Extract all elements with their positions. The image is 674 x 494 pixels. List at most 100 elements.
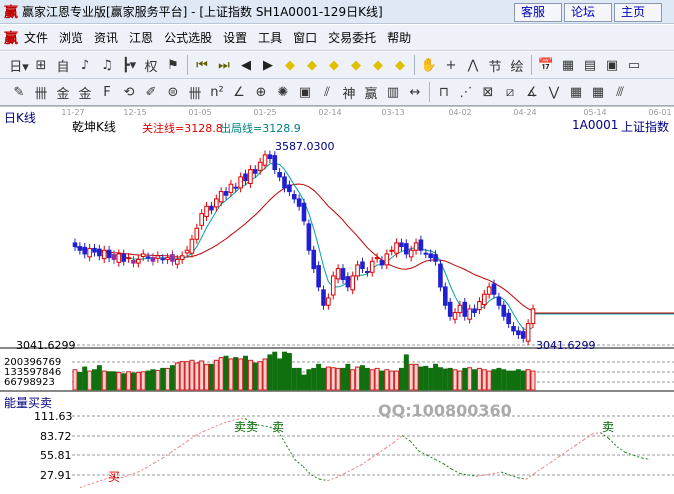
grid-icon[interactable]: 卌 <box>34 86 48 102</box>
menu-item[interactable]: 设置 <box>223 31 248 45</box>
volume-bar <box>515 369 521 391</box>
crosshair-icon[interactable]: + <box>445 57 457 73</box>
volume-bar <box>394 370 400 391</box>
candle-body <box>447 301 453 317</box>
grid3-icon[interactable]: ▦ <box>569 84 583 100</box>
menu-item[interactable]: 帮助 <box>387 31 412 45</box>
prev-icon[interactable]: ◀ <box>241 57 251 73</box>
expand-diamond-icon[interactable]: ◆ <box>373 57 383 73</box>
menu-item[interactable]: 资讯 <box>94 31 119 45</box>
fan-lines-icon[interactable]: ⋰ <box>459 84 473 100</box>
volume-bar <box>345 363 351 391</box>
volume-bar <box>511 370 517 391</box>
energy-line-segment <box>253 423 262 427</box>
next-icon[interactable]: ▶ <box>263 57 273 73</box>
menu-item[interactable]: 交易委托 <box>328 31 377 45</box>
calendar-grid-icon[interactable]: ▥ <box>386 84 400 100</box>
candle-body <box>311 249 317 270</box>
service-button[interactable]: 客服 <box>514 3 562 22</box>
ying-icon[interactable]: 赢 <box>364 86 378 102</box>
menu-item[interactable]: 文件 <box>24 31 49 45</box>
target-icon[interactable]: ⊕ <box>255 84 267 100</box>
circle-grid-icon[interactable]: ⊜ <box>167 84 179 100</box>
menu-item[interactable]: 窗口 <box>293 31 318 45</box>
volume-bar <box>135 371 141 391</box>
home-button[interactable]: 主页 <box>614 3 662 22</box>
volume-bar <box>291 367 297 391</box>
indicator9-icon[interactable]: ♫ <box>101 57 113 73</box>
zoom-in-diamond-icon[interactable]: ◆ <box>329 57 339 73</box>
width-icon[interactable]: ↔ <box>409 84 421 100</box>
menu-item[interactable]: 工具 <box>258 31 283 45</box>
forum-button[interactable]: 论坛 <box>564 3 612 22</box>
grid2-icon[interactable]: 卌 <box>188 86 202 102</box>
volume-bar <box>462 367 468 391</box>
indicator3-icon[interactable]: ♪ <box>80 57 90 73</box>
candle-body <box>462 301 468 317</box>
self-icon[interactable]: 自 <box>56 59 70 75</box>
first-icon[interactable]: ⏮ <box>196 57 208 73</box>
box-diag2-icon[interactable]: ⧄ <box>505 84 515 100</box>
festival-icon[interactable]: 节 <box>488 59 502 75</box>
spiral-icon[interactable]: ⟲ <box>123 84 135 100</box>
wave-icon[interactable]: ⋁ <box>548 84 560 100</box>
save-icon[interactable]: ▣ <box>605 57 619 73</box>
volume-bar <box>243 355 249 391</box>
energy-line-segment <box>600 432 609 439</box>
gold2-icon[interactable]: 金 <box>78 86 92 102</box>
left-diamond-icon[interactable]: ◆ <box>285 57 295 73</box>
calculator-icon[interactable]: ▦ <box>561 57 575 73</box>
volume-bar <box>267 354 273 391</box>
candle-body <box>301 202 307 222</box>
square-icon[interactable]: ▣ <box>298 84 312 100</box>
fan-icon[interactable]: ⫽ <box>324 84 330 100</box>
line-icon[interactable]: ⋀ <box>467 57 479 73</box>
angle-icon[interactable]: ∠ <box>233 84 245 100</box>
star-icon[interactable]: ✺ <box>277 84 289 100</box>
candle-body <box>252 169 258 174</box>
pen-ruler-icon[interactable]: ✐ <box>145 84 157 100</box>
kline-dropdown-icon[interactable]: ┣▾ <box>121 57 137 73</box>
weight-icon[interactable]: 权 <box>144 59 158 75</box>
energy-line-segment <box>170 446 180 453</box>
flag-icon[interactable]: ⚑ <box>167 57 179 73</box>
energy-line-segment <box>443 463 453 470</box>
gold-icon[interactable]: 金 <box>56 86 70 102</box>
volume-bar <box>355 366 361 391</box>
candle-body <box>291 194 297 200</box>
sell-marker: 卖 <box>272 420 285 434</box>
volume-bar <box>452 369 458 391</box>
volume-bar <box>130 372 136 391</box>
energy-line-segment <box>311 474 320 480</box>
parallel-icon[interactable]: ⫻ <box>616 84 624 100</box>
ma-long-line <box>74 183 534 312</box>
grid4-icon[interactable]: ▦ <box>591 84 605 100</box>
menu-item[interactable]: 公式选股 <box>164 31 213 45</box>
angle2-icon[interactable]: ∡ <box>526 84 538 100</box>
day-period-dropdown-icon[interactable]: 日▾ <box>9 59 29 75</box>
zoom-out-diamond-icon[interactable]: ◆ <box>351 57 361 73</box>
candle-body <box>145 256 151 259</box>
energy-line-segment <box>335 473 345 479</box>
volume-bar <box>481 369 487 391</box>
box-icon[interactable]: ⊓ <box>438 84 450 100</box>
volume-bar <box>247 359 253 391</box>
menu-item[interactable]: 江恩 <box>129 31 154 45</box>
n2-icon[interactable]: n² <box>210 84 224 100</box>
hand-icon[interactable]: ✋ <box>420 57 438 73</box>
calendar-icon[interactable]: 📅 <box>537 57 555 73</box>
updown-diamond-icon[interactable]: ◆ <box>395 57 405 73</box>
right-diamond-icon[interactable]: ◆ <box>307 57 317 73</box>
kline-chart[interactable]: 11-27 12-15 01-05 01-25 02-14 03-13 04-02 04-24… <box>0 105 674 494</box>
f-grid-icon[interactable]: F <box>103 84 111 100</box>
volume-bar <box>530 370 536 391</box>
pen-icon[interactable]: ✎ <box>13 84 25 100</box>
draw-icon[interactable]: 绘 <box>510 59 524 75</box>
shen-icon[interactable]: 神 <box>342 86 356 102</box>
last-icon[interactable]: ⏭ <box>218 57 230 73</box>
menu-item[interactable]: 浏览 <box>59 31 84 45</box>
window-icon[interactable]: ⊞ <box>35 57 47 73</box>
box-diag-icon[interactable]: ⊠ <box>482 84 494 100</box>
notes-icon[interactable]: ▤ <box>583 57 597 73</box>
print-icon[interactable]: ▭ <box>627 57 641 73</box>
